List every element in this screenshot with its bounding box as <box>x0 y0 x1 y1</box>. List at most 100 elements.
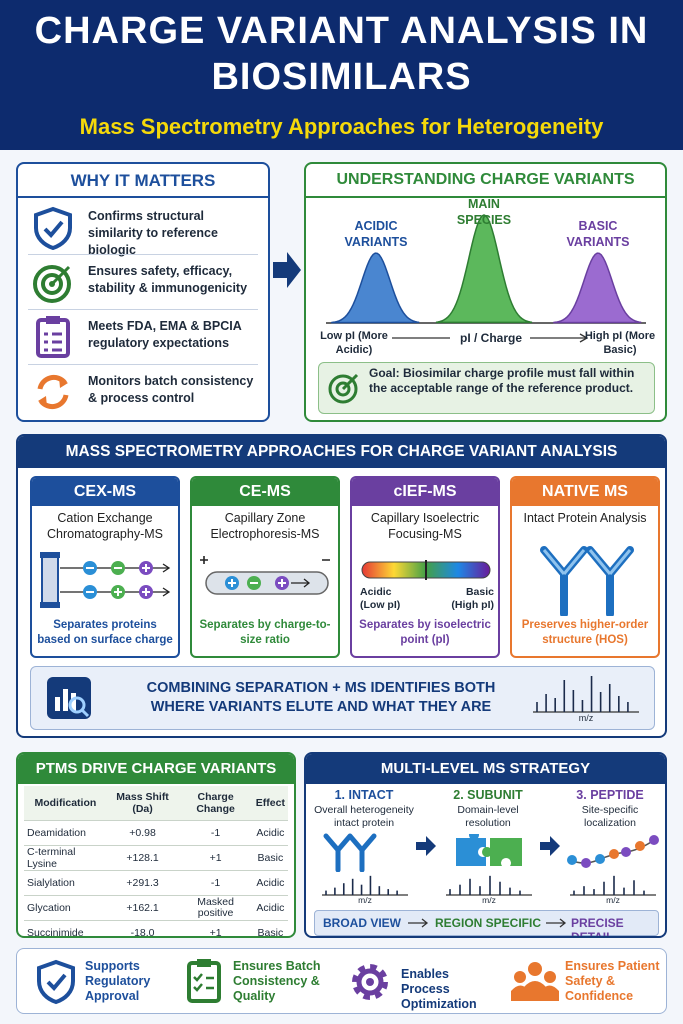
icon-shield <box>34 206 72 250</box>
icon-clipboard <box>187 959 221 1003</box>
divider <box>28 254 258 255</box>
icon-target <box>33 265 71 303</box>
icon-cycle <box>37 374 69 410</box>
why-item: Confirms structural similarity to refere… <box>88 209 218 257</box>
level-name: 1. INTACT <box>334 788 394 802</box>
peak-label: BASIC VARIANTS <box>566 219 630 249</box>
table-cell: Glycation <box>24 895 107 921</box>
spectrum <box>446 875 532 896</box>
method-name: cIEF-MS <box>352 478 498 506</box>
table-cell: -18.0 <box>106 920 179 936</box>
footer-item: Ensures Batch Consistency & Quality <box>233 959 321 1003</box>
table-cell: +128.1 <box>106 845 179 871</box>
table-cell: +1 <box>178 845 253 871</box>
axis-mid: pI / Charge <box>459 331 522 345</box>
table-cell: C-terminal Lysine <box>24 845 107 871</box>
spectrum <box>533 676 639 713</box>
spectrum <box>570 875 656 896</box>
cief-scale: Basic (High pI) <box>451 586 494 611</box>
understanding-title: UNDERSTANDING CHARGE VARIANTS <box>336 171 635 188</box>
method-desc: Preserves higher-order structure (HOS) <box>521 619 649 646</box>
method-card: CEX-MS Cation Exchange Chromatography-MS… <box>30 476 180 658</box>
why-panel: WHY IT MATTERS Confirms structural simil… <box>16 162 270 422</box>
level-name: 2. SUBUNIT <box>453 788 523 802</box>
method-desc: Separates by isoelectric point (pI) <box>359 619 491 646</box>
combine-bar: COMBINING SEPARATION + MS IDENTIFIES BOT… <box>30 666 655 730</box>
ce-illustration <box>200 556 330 595</box>
peaks <box>326 214 646 324</box>
why-title: WHY IT MATTERS <box>70 171 216 190</box>
axis-high: High pI (More Basic) <box>584 330 656 356</box>
method-desc: Separates by charge-to-size ratio <box>199 619 331 646</box>
ms-panel: MASS SPECTROMETRY APPROACHES FOR CHARGE … <box>16 434 667 738</box>
method-card: CE-MS Capillary Zone Electrophoresis-MS … <box>190 476 340 658</box>
method-name: CE-MS <box>192 478 338 506</box>
method-full: Capillary Zone Electrophoresis-MS <box>210 511 320 541</box>
ptm-title: PTMS DRIVE CHARGE VARIANTS <box>18 754 294 784</box>
footer-item: Enables Process Optimization <box>401 967 477 1011</box>
level-name: 3. PEPTIDE <box>576 788 644 802</box>
flow-step: PRECISE DETAIL <box>571 916 624 938</box>
table-row: Deamidation +0.98 -1 Acidic <box>24 820 288 846</box>
icon-gear <box>352 964 388 1000</box>
method-name: CEX-MS <box>32 478 178 506</box>
axis-low: Low pI (More Acidic) <box>320 330 388 356</box>
footer: Supports Regulatory Approval Ensures Bat… <box>16 948 667 1014</box>
table-cell: Succinimide <box>24 920 107 936</box>
divider <box>28 364 258 365</box>
table-cell: Acidic <box>252 820 288 846</box>
peak-label: ACIDIC VARIANTS <box>344 219 408 249</box>
method-name: NATIVE MS <box>512 478 658 506</box>
level-desc: Overall heterogeneity intact protein <box>314 804 414 829</box>
arrow <box>273 252 301 288</box>
method-card: NATIVE MS Intact Protein Analysis Preser… <box>510 476 660 658</box>
table-header-row: Modification Mass Shift (Da) Charge Change… <box>24 786 288 821</box>
level-desc: Site-specific localization <box>581 804 639 829</box>
why-item: Ensures safety, efficacy, stability & im… <box>88 264 248 295</box>
flow-step: BROAD VIEW <box>323 916 401 930</box>
table-cell: -1 <box>178 820 253 846</box>
flow-arrow <box>546 918 567 928</box>
subtitle: Mass Spectrometry Approaches for Heterog… <box>79 114 604 139</box>
combine-text: COMBINING SEPARATION + MS IDENTIFIES BOT… <box>146 680 496 715</box>
strategy-title: MULTI-LEVEL MS STRATEGY <box>306 754 665 784</box>
axis-arrows <box>392 333 589 343</box>
method-desc: Separates proteins based on surface char… <box>37 619 173 646</box>
antibody-icon <box>323 833 377 872</box>
cief-scale: Acidic (Low pI) <box>360 586 401 611</box>
column-header: Effect <box>252 786 288 821</box>
divider <box>28 309 258 310</box>
table-cell: +162.1 <box>106 895 179 921</box>
table-cell: +0.98 <box>106 820 179 846</box>
table-row: Glycation +162.1 Masked positive Acidic <box>24 895 288 921</box>
table-cell: Acidic <box>252 870 288 896</box>
table-cell: Deamidation <box>24 820 107 846</box>
spectrum-axis: m/z <box>578 713 594 723</box>
column-header: Mass Shift (Da) <box>106 786 179 821</box>
peak-label: MAIN SPECIES <box>456 197 512 227</box>
icon-target <box>328 373 359 404</box>
header: CHARGE VARIANT ANALYSIS IN BIOSIMILARS M… <box>0 0 683 150</box>
footer-item: Ensures Patient Safety & Confidence <box>565 959 660 1003</box>
method-full: Intact Protein Analysis <box>523 511 647 525</box>
table-cell: Acidic <box>252 895 288 921</box>
ptm-panel: PTMS DRIVE CHARGE VARIANTS Modification M… <box>16 752 296 938</box>
spectrum-axis: m/z <box>358 895 372 905</box>
column-header: Charge Change <box>178 786 253 821</box>
divider <box>18 196 268 198</box>
table-cell: -1 <box>178 870 253 896</box>
level-desc: Domain-level resolution <box>457 804 519 829</box>
why-item: Meets FDA, EMA & BPCIA regulatory expect… <box>88 319 242 350</box>
title: CHARGE VARIANT ANALYSIS IN BIOSIMILARS <box>34 10 649 98</box>
goal-text: Goal: Biosimilar charge profile must fal… <box>369 366 635 395</box>
peptide-icon <box>567 835 659 868</box>
method-full: Cation Exchange Chromatography-MS <box>46 511 163 541</box>
table-cell: +291.3 <box>106 870 179 896</box>
table-cell: Sialylation <box>24 870 107 896</box>
why-item: Monitors batch consistency & process con… <box>88 374 254 405</box>
icon-clipboard <box>36 316 70 358</box>
footer-item: Supports Regulatory Approval <box>85 959 151 1003</box>
table-row: C-terminal Lysine +128.1 +1 Basic <box>24 845 288 871</box>
spectrum-axis: m/z <box>482 895 496 905</box>
